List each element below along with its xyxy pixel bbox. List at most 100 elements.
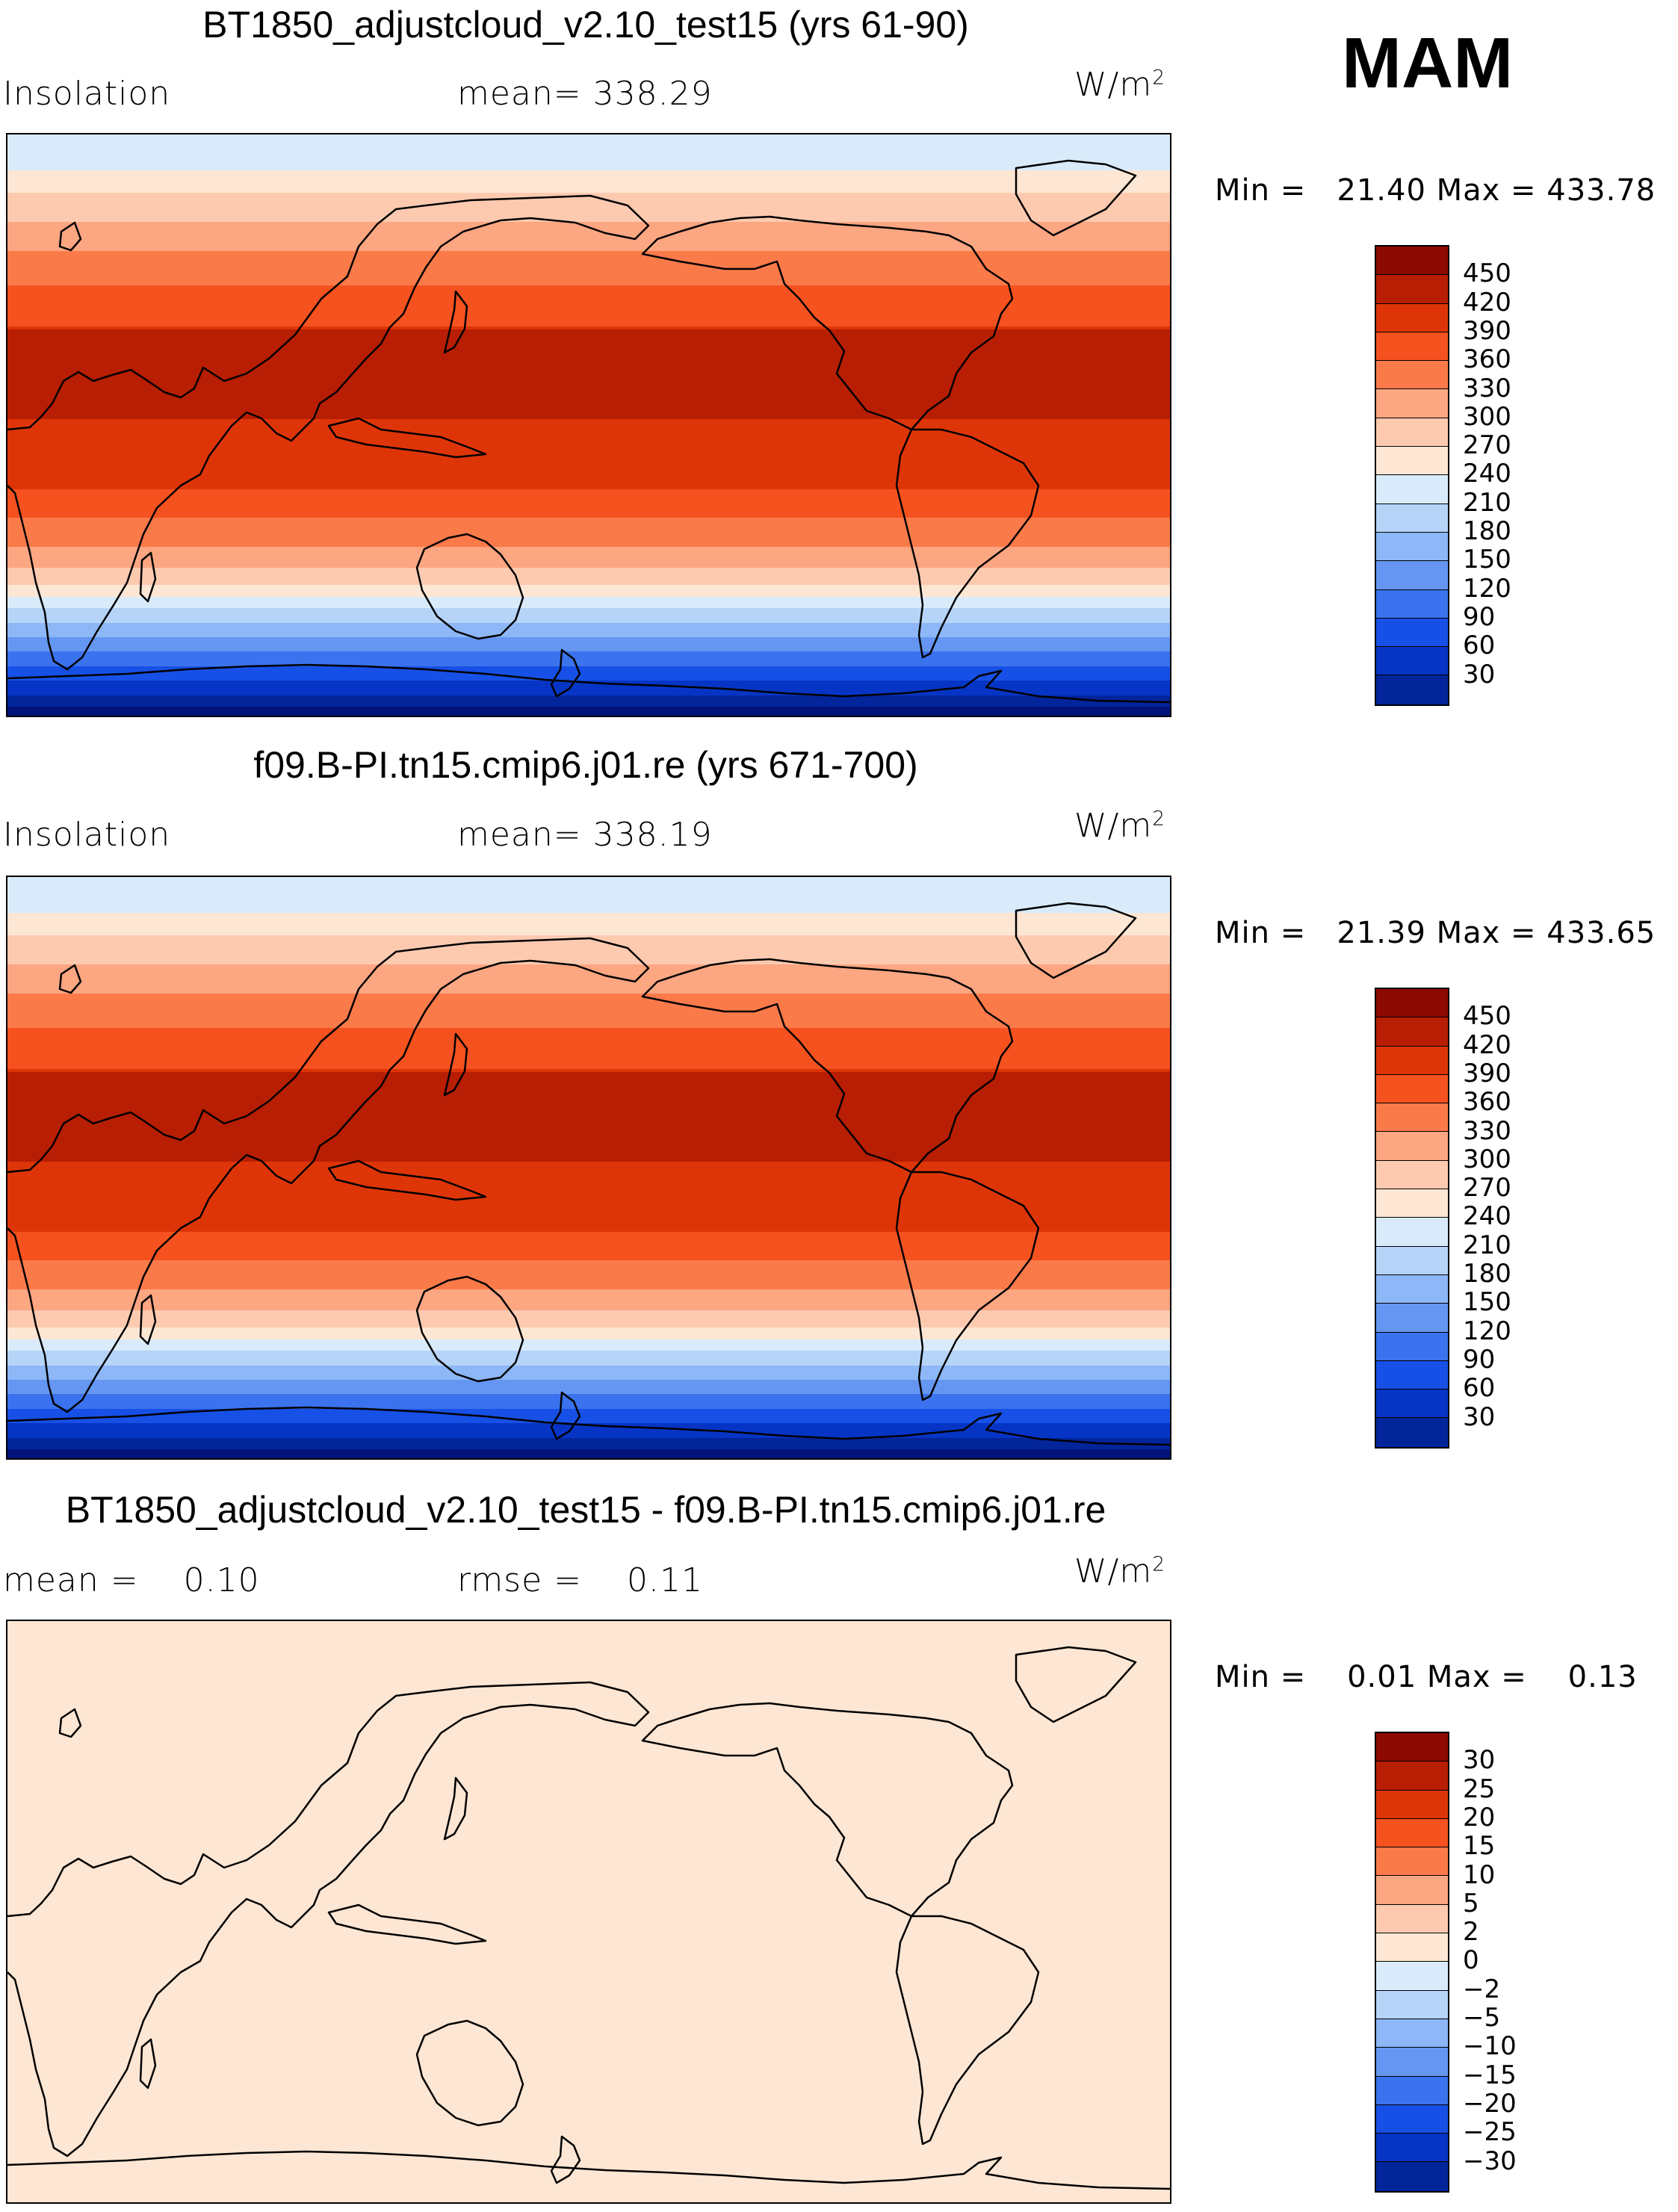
coastline xyxy=(1015,902,1137,979)
colorbar-swatch xyxy=(1376,1103,1448,1133)
panel-3-colorbar xyxy=(1375,1732,1449,2193)
coastline xyxy=(58,221,82,252)
colorbar-swatch xyxy=(1376,247,1448,276)
insolation-band xyxy=(7,250,1170,287)
coastline xyxy=(7,937,650,1413)
coastline xyxy=(550,1391,581,1440)
colorbar-tick-label: 90 xyxy=(1463,601,1496,632)
colorbar-swatch xyxy=(1376,532,1448,562)
coastline-overlay xyxy=(7,159,1170,704)
insolation-band xyxy=(7,695,1170,708)
colorbar-tick-label: −10 xyxy=(1463,2031,1517,2062)
coastline xyxy=(550,648,581,698)
colorbar-tick-label: 30 xyxy=(1463,1745,1496,1776)
panel-1-minmax: Min = 21.40 Max = 433.78 xyxy=(1215,173,1656,208)
panel-2-variable-label: Insolation xyxy=(3,816,171,854)
panel-3-minmax: Min = 0.01 Max = 0.13 xyxy=(1215,1660,1638,1694)
colorbar-swatch xyxy=(1376,1132,1448,1161)
colorbar-tick-label: 360 xyxy=(1463,1087,1511,1118)
colorbar-tick-label: −20 xyxy=(1463,2088,1517,2119)
colorbar-tick-label: 450 xyxy=(1463,1001,1511,1032)
coastline xyxy=(443,1032,468,1097)
panel-1-map xyxy=(6,133,1171,717)
colorbar-swatch xyxy=(1376,475,1448,504)
insolation-band xyxy=(7,993,1170,1029)
colorbar-tick-label: 270 xyxy=(1463,1173,1511,1203)
colorbar-swatch xyxy=(1376,1218,1448,1247)
insolation-band xyxy=(7,1071,1170,1163)
insolation-band xyxy=(7,518,1170,548)
coastline xyxy=(7,2150,1170,2190)
panel-2-units: W/m2 xyxy=(1074,807,1165,845)
panel-2-minmax: Min = 21.39 Max = 433.65 xyxy=(1215,916,1656,950)
colorbar-tick-label: 330 xyxy=(1463,373,1511,403)
colorbar-swatch xyxy=(1376,647,1448,676)
colorbar-swatch xyxy=(1376,589,1448,619)
coastline xyxy=(443,1776,468,1841)
colorbar-tick-label: 120 xyxy=(1463,573,1511,604)
colorbar-tick-label: 120 xyxy=(1463,1316,1511,1346)
colorbar-swatch xyxy=(1376,1189,1448,1218)
colorbar-tick-label: 30 xyxy=(1463,1401,1496,1432)
colorbar-swatch xyxy=(1376,2104,1448,2134)
colorbar-tick-label: 300 xyxy=(1463,1144,1511,1174)
colorbar-swatch xyxy=(1376,2076,1448,2105)
coastline xyxy=(443,290,468,354)
colorbar-swatch xyxy=(1376,1332,1448,1361)
colorbar-tick-label: −2 xyxy=(1463,1974,1501,2004)
insolation-band xyxy=(7,1408,1170,1425)
coastline xyxy=(58,1708,82,1738)
colorbar-swatch xyxy=(1376,1360,1448,1390)
colorbar-tick-label: 5 xyxy=(1463,1888,1479,1918)
insolation-band xyxy=(7,877,1170,914)
panel-2-title: f09.B-PI.tn15.cmip6.j01.re (yrs 671-700) xyxy=(253,744,918,786)
colorbar-swatch xyxy=(1376,1962,1448,1991)
colorbar-tick-label: 450 xyxy=(1463,258,1511,289)
coastline xyxy=(7,663,1170,704)
colorbar-tick-label: 10 xyxy=(1463,1859,1496,1890)
insolation-band xyxy=(7,326,1170,330)
insolation-band xyxy=(7,134,1170,172)
insolation-band xyxy=(7,707,1170,716)
colorbar-swatch xyxy=(1376,1160,1448,1190)
colorbar-tick-label: 240 xyxy=(1463,1201,1511,1232)
panel-1-colorbar xyxy=(1375,245,1449,706)
insolation-band xyxy=(7,1231,1170,1262)
panel-1-variable-label: Insolation xyxy=(3,75,171,113)
colorbar-swatch xyxy=(1376,2048,1448,2077)
insolation-band xyxy=(7,329,1170,421)
insolation-band xyxy=(7,1339,1170,1352)
colorbar-swatch xyxy=(1376,389,1448,418)
colorbar-swatch xyxy=(1376,2019,1448,2048)
coastline xyxy=(58,964,82,994)
colorbar-tick-label: 270 xyxy=(1463,430,1511,461)
colorbar-swatch xyxy=(1376,1246,1448,1275)
colorbar-swatch xyxy=(1376,2134,1448,2163)
colorbar-tick-label: 150 xyxy=(1463,545,1511,575)
colorbar-tick-label: 30 xyxy=(1463,659,1496,690)
coastline xyxy=(327,417,487,459)
insolation-band xyxy=(7,935,1170,965)
colorbar-tick-label: −25 xyxy=(1463,2117,1517,2148)
insolation-band xyxy=(7,192,1170,223)
coastline xyxy=(327,1159,487,1201)
coastline xyxy=(139,1294,157,1345)
coastline xyxy=(1015,159,1137,237)
colorbar-tick-label: 90 xyxy=(1463,1344,1496,1375)
coastline xyxy=(550,2135,581,2184)
colorbar-swatch xyxy=(1376,675,1448,704)
insolation-band xyxy=(7,596,1170,610)
insolation-band xyxy=(7,419,1170,490)
colorbar-swatch xyxy=(1376,1847,1448,1877)
coastline-overlay xyxy=(7,1646,1170,2190)
panel-3-mean: mean = 0.10 xyxy=(3,1561,260,1599)
coastline xyxy=(7,194,650,671)
panel-1-units: W/m2 xyxy=(1074,66,1165,104)
insolation-band xyxy=(7,666,1170,682)
colorbar-tick-label: 390 xyxy=(1463,1058,1511,1088)
coastline xyxy=(139,551,157,603)
insolation-band xyxy=(7,1449,1170,1458)
colorbar-swatch xyxy=(1376,1274,1448,1304)
coastline xyxy=(895,1915,1040,2146)
colorbar-swatch xyxy=(1376,1390,1448,1419)
